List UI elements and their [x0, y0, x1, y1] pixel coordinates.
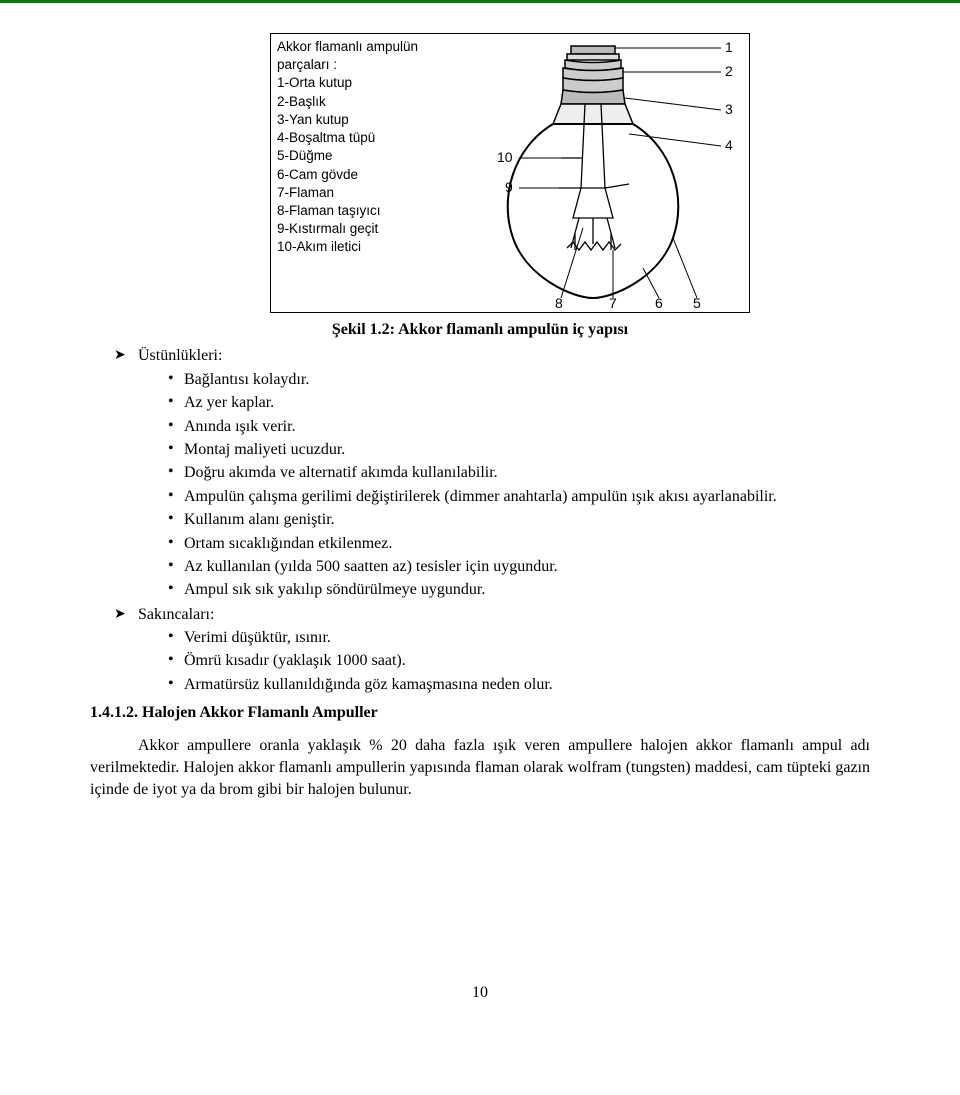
- list-item: Armatürsüz kullanıldığında göz kamaşması…: [164, 674, 870, 696]
- legend-part-9: 9-Kıstırmalı geçit: [277, 221, 378, 236]
- figure-caption: Şekil 1.2: Akkor flamanlı ampulün iç yap…: [90, 319, 870, 341]
- callout-8: 8: [555, 295, 563, 308]
- lightbulb-diagram: 1 2 3 4 5 6 7 8 9 10: [463, 38, 743, 308]
- list-item: Verimi düşüktür, ısınır.: [164, 627, 870, 649]
- legend-part-5: 5-Düğme: [277, 148, 333, 163]
- advantage-text: Ampul sık sık yakılıp söndürülmeye uygun…: [184, 581, 485, 598]
- section-heading: 1.4.1.2. Halojen Akkor Flamanlı Ampuller: [90, 702, 870, 724]
- legend-part-3: 3-Yan kutup: [277, 112, 349, 127]
- list-item: Ömrü kısadır (yaklaşık 1000 saat).: [164, 650, 870, 672]
- callout-3: 3: [725, 101, 733, 117]
- list-item: Az yer kaplar.: [164, 392, 870, 414]
- drawbacks-heading: Sakıncaları: Verimi düşüktür, ısınır. Öm…: [110, 604, 870, 697]
- list-item: Montaj maliyeti ucuzdur.: [164, 439, 870, 461]
- advantage-text: Anında ışık verir.: [184, 418, 296, 435]
- callout-10: 10: [497, 149, 513, 165]
- legend-part-2: 2-Başlık: [277, 94, 326, 109]
- body-paragraph: Akkor ampullere oranla yaklaşık % 20 dah…: [90, 735, 870, 802]
- figure-legend: Akkor flamanlı ampulün parçaları : 1-Ort…: [277, 38, 418, 257]
- list-item: Kullanım alanı geniştir.: [164, 509, 870, 531]
- legend-part-7: 7-Flaman: [277, 185, 334, 200]
- advantages-heading: Üstünlükleri: Bağlantısı kolaydır. Az ye…: [110, 345, 870, 601]
- callout-5: 5: [693, 295, 701, 308]
- advantages-label: Üstünlükleri:: [138, 347, 222, 364]
- list-item: Ampulün çalışma gerilimi değiştirilerek …: [164, 486, 870, 508]
- advantage-text: Bağlantısı kolaydır.: [184, 371, 309, 388]
- advantage-text: Ortam sıcaklığından etkilenmez.: [184, 535, 392, 552]
- figure-box: Akkor flamanlı ampulün parçaları : 1-Ort…: [270, 33, 750, 313]
- callout-9: 9: [505, 179, 513, 195]
- callout-4: 4: [725, 137, 733, 153]
- callout-2: 2: [725, 63, 733, 79]
- legend-part-1: 1-Orta kutup: [277, 75, 352, 90]
- advantage-text: Montaj maliyeti ucuzdur.: [184, 441, 345, 458]
- list-item: Ortam sıcaklığından etkilenmez.: [164, 533, 870, 555]
- callout-7: 7: [609, 295, 617, 308]
- legend-part-8: 8-Flaman taşıyıcı: [277, 203, 381, 218]
- drawback-text: Ömrü kısadır (yaklaşık 1000 saat).: [184, 652, 406, 669]
- drawbacks-label: Sakıncaları:: [138, 606, 214, 623]
- callout-6: 6: [655, 295, 663, 308]
- list-item: Ampul sık sık yakılıp söndürülmeye uygun…: [164, 579, 870, 601]
- legend-part-6: 6-Cam gövde: [277, 167, 358, 182]
- callout-1: 1: [725, 39, 733, 55]
- advantage-text: Ampulün çalışma gerilimi değiştirilerek …: [184, 488, 777, 505]
- legend-part-4: 4-Boşaltma tüpü: [277, 130, 375, 145]
- advantage-text: Az kullanılan (yılda 500 saatten az) tes…: [184, 558, 558, 575]
- advantage-text: Az yer kaplar.: [184, 394, 274, 411]
- list-item: Doğru akımda ve alternatif akımda kullan…: [164, 462, 870, 484]
- advantage-text: Kullanım alanı geniştir.: [184, 511, 335, 528]
- list-item: Anında ışık verir.: [164, 416, 870, 438]
- legend-part-10: 10-Akım iletici: [277, 239, 361, 254]
- list-item: Bağlantısı kolaydır.: [164, 369, 870, 391]
- drawback-text: Verimi düşüktür, ısınır.: [184, 629, 331, 646]
- list-item: Az kullanılan (yılda 500 saatten az) tes…: [164, 556, 870, 578]
- advantage-text: Doğru akımda ve alternatif akımda kullan…: [184, 464, 498, 481]
- legend-title: Akkor flamanlı ampulün parçaları :: [277, 39, 418, 72]
- drawback-text: Armatürsüz kullanıldığında göz kamaşması…: [184, 676, 553, 693]
- page-number: 10: [90, 982, 870, 1004]
